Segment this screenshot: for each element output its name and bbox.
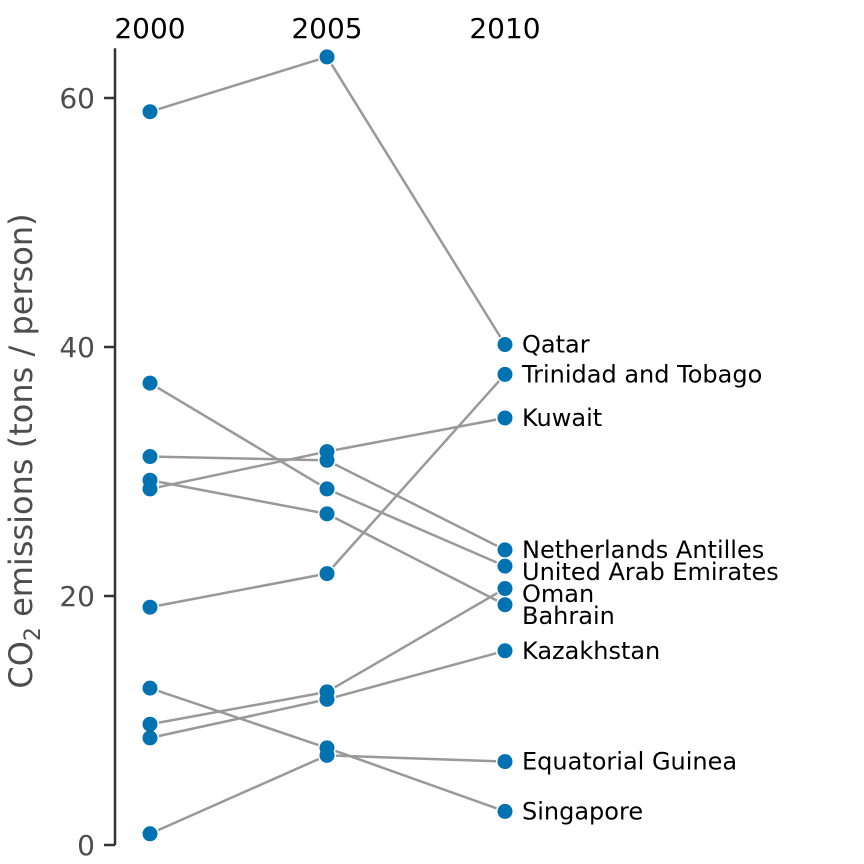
x-axis-top: 2000 2005 2010 bbox=[114, 12, 540, 45]
x-tick-label-2005: 2005 bbox=[291, 12, 362, 45]
point-qatar-2010 bbox=[497, 337, 513, 353]
line-united-arab-emirates-2005-2010 bbox=[334, 491, 498, 564]
line-equatorial-guinea-2000-2005 bbox=[157, 757, 320, 832]
label-united-arab-emirates: United Arab Emirates bbox=[522, 558, 779, 586]
label-netherlands-antilles: Netherlands Antilles bbox=[522, 536, 764, 564]
label-singapore: Singapore bbox=[522, 797, 643, 825]
point-oman-2010 bbox=[497, 581, 513, 597]
point-singapore-2000 bbox=[142, 680, 158, 696]
line-qatar-2005-2010 bbox=[330, 63, 502, 338]
point-singapore-2010 bbox=[497, 803, 513, 819]
line-bahrain-2000-2005 bbox=[158, 480, 319, 514]
line-bahrain-2005-2010 bbox=[334, 516, 498, 602]
point-kazakhstan-2005 bbox=[319, 691, 335, 707]
point-netherlands-antilles-2010 bbox=[497, 542, 513, 558]
series-points bbox=[142, 49, 513, 842]
point-bahrain-2000 bbox=[142, 472, 158, 488]
label-qatar: Qatar bbox=[522, 331, 590, 359]
point-united-arab-emirates-2010 bbox=[497, 558, 513, 574]
line-singapore-2000-2005 bbox=[158, 689, 319, 747]
line-netherlands-antilles-2000-2005 bbox=[158, 455, 319, 462]
line-oman-2000-2005 bbox=[158, 692, 319, 724]
label-trinidad-and-tobago: Trinidad and Tobago bbox=[521, 360, 762, 388]
point-kuwait-2010 bbox=[497, 410, 513, 426]
series-lines bbox=[157, 58, 502, 832]
point-singapore-2005 bbox=[319, 740, 335, 756]
point-united-arab-emirates-2000 bbox=[142, 375, 158, 391]
x-tick-label-2000: 2000 bbox=[114, 12, 185, 45]
point-oman-2000 bbox=[142, 716, 158, 732]
line-qatar-2000-2005 bbox=[158, 58, 319, 111]
point-bahrain-2005 bbox=[319, 506, 335, 522]
line-united-arab-emirates-2000-2005 bbox=[157, 386, 320, 486]
y-axis: 0 20 40 60 bbox=[59, 48, 117, 862]
y-tick-label: 40 bbox=[59, 331, 95, 364]
point-trinidad-and-tobago-2000 bbox=[142, 599, 158, 615]
point-qatar-2005 bbox=[319, 49, 335, 65]
point-trinidad-and-tobago-2010 bbox=[497, 366, 513, 382]
y-tick-label: 60 bbox=[59, 82, 95, 115]
point-bahrain-2010 bbox=[497, 597, 513, 613]
line-kazakhstan-2005-2010 bbox=[335, 651, 497, 699]
point-equatorial-guinea-2000 bbox=[142, 826, 158, 842]
point-kazakhstan-2000 bbox=[142, 730, 158, 746]
line-netherlands-antilles-2005-2010 bbox=[334, 463, 498, 548]
point-netherlands-antilles-2005 bbox=[319, 452, 335, 468]
line-trinidad-and-tobago-2000-2005 bbox=[158, 574, 319, 607]
point-equatorial-guinea-2010 bbox=[497, 754, 513, 770]
line-equatorial-guinea-2005-2010 bbox=[335, 754, 497, 763]
point-kazakhstan-2010 bbox=[497, 643, 513, 659]
y-axis-title: CO2 emissions (tons / person) bbox=[2, 213, 46, 688]
y-tick-label: 0 bbox=[77, 829, 95, 862]
label-bahrain: Bahrain bbox=[522, 602, 615, 630]
label-oman: Oman bbox=[522, 580, 594, 608]
line-kuwait-2005-2010 bbox=[335, 418, 497, 452]
line-trinidad-and-tobago-2005-2010 bbox=[332, 380, 500, 568]
point-netherlands-antilles-2000 bbox=[142, 449, 158, 465]
point-qatar-2000 bbox=[142, 104, 158, 120]
x-tick-label-2010: 2010 bbox=[469, 12, 540, 45]
line-oman-2005-2010 bbox=[334, 591, 498, 689]
point-united-arab-emirates-2005 bbox=[319, 481, 335, 497]
label-kuwait: Kuwait bbox=[522, 404, 602, 432]
y-tick-label: 20 bbox=[59, 580, 95, 613]
label-kazakhstan: Kazakhstan bbox=[522, 637, 660, 665]
line-singapore-2005-2010 bbox=[335, 749, 497, 810]
label-equatorial-guinea: Equatorial Guinea bbox=[522, 748, 737, 776]
point-trinidad-and-tobago-2005 bbox=[319, 566, 335, 582]
